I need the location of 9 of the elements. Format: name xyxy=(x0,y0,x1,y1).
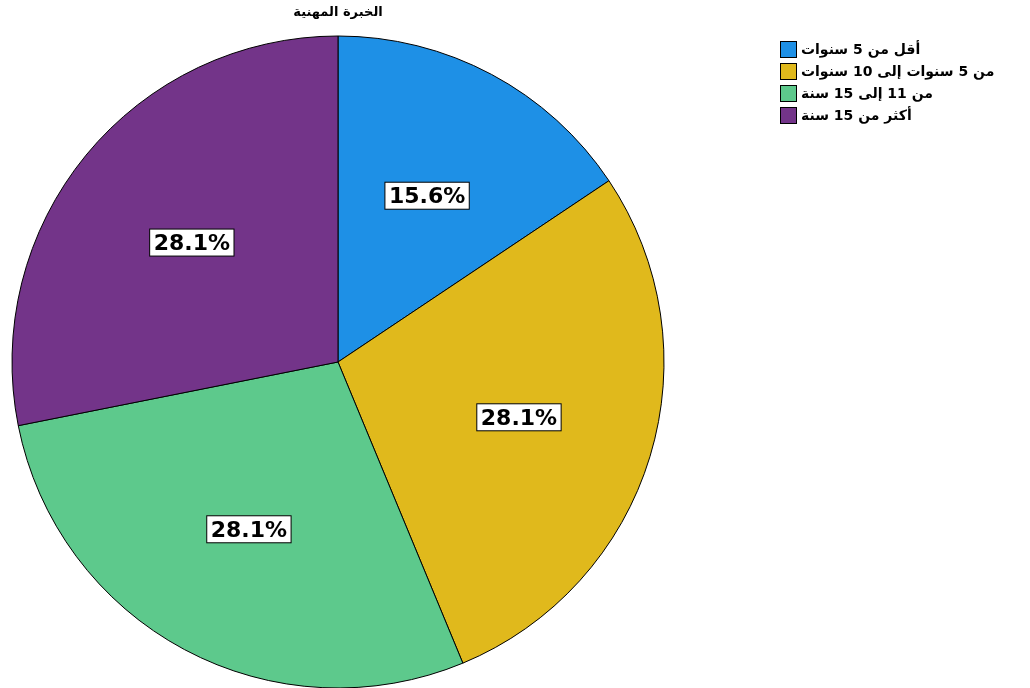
legend-label: أكثر من 15 سنة xyxy=(801,107,912,123)
data-label: 28.1% xyxy=(210,516,288,542)
legend-label: من 11 إلى 15 سنة xyxy=(801,85,933,101)
legend-label: أقل من 5 سنوات xyxy=(801,41,921,57)
chart-title: الخبرة المهنية xyxy=(292,4,384,19)
data-label: 15.6% xyxy=(388,183,466,209)
legend-label: من 5 سنوات إلى 10 سنوات xyxy=(801,63,995,79)
data-label: 28.1% xyxy=(480,404,558,430)
data-label: 28.1% xyxy=(153,230,230,256)
